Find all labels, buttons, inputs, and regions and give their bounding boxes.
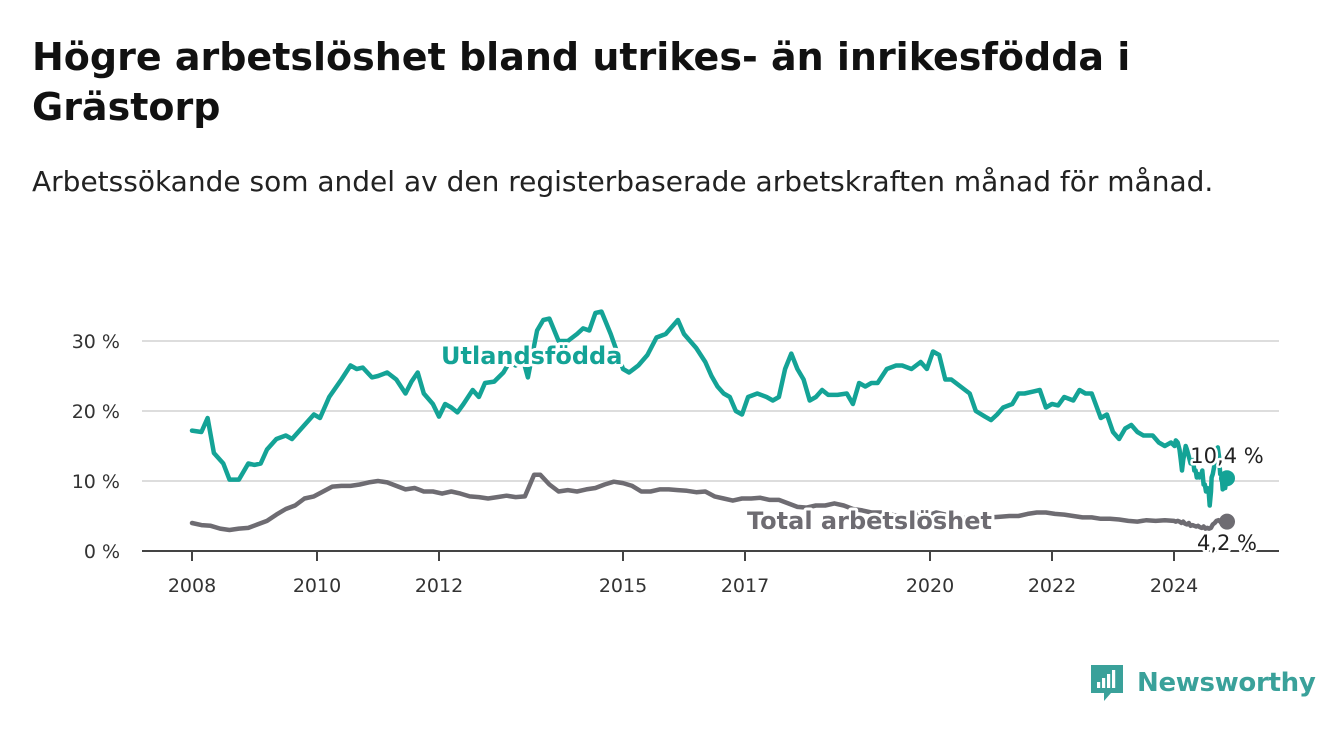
chart-title: Högre arbetslöshet bland utrikes- än inr… xyxy=(32,35,1131,129)
series-end-point xyxy=(1219,470,1235,487)
newsworthy-logo: Newsworthy xyxy=(1089,661,1316,705)
y-tick-label: 30 % xyxy=(72,331,120,353)
series-lines xyxy=(189,309,1235,533)
x-tick-label: 2012 xyxy=(415,575,463,597)
x-tick-label: 2024 xyxy=(1150,575,1198,597)
gridlines xyxy=(142,340,1279,482)
brand-name: Newsworthy xyxy=(1137,668,1316,698)
x-tick-label: 2010 xyxy=(293,575,341,597)
x-tick-label: 2020 xyxy=(906,575,954,597)
series-end-label: 4,2 % xyxy=(1197,531,1257,555)
series-line-total xyxy=(189,472,1230,533)
series-end-point xyxy=(1219,513,1235,530)
y-axis-ticks: 0 % 10 % 20 % 30 % xyxy=(72,331,120,563)
series-line-utlandsfodda xyxy=(189,309,1230,508)
x-axis: 2008 2010 2012 2015 2017 2020 2022 2024 xyxy=(142,550,1279,597)
x-tick-label: 2017 xyxy=(721,575,769,597)
x-tick-label: 2015 xyxy=(599,575,647,597)
chart-subtitle: Arbetssökande som andel av den registerb… xyxy=(32,165,1214,198)
y-tick-label: 20 % xyxy=(72,401,120,423)
bar-chart-logo-icon xyxy=(1091,665,1123,701)
series-name-label: Utlandsfödda xyxy=(441,342,622,370)
x-tick-label: 2008 xyxy=(168,575,216,597)
series-name-label: Total arbetslöshet xyxy=(747,507,992,535)
y-tick-label: 0 % xyxy=(84,541,120,563)
y-tick-label: 10 % xyxy=(72,471,120,493)
x-tick-label: 2022 xyxy=(1028,575,1076,597)
series-labels: Utlandsfödda Total arbetslöshet 10,4 % 4,2 … xyxy=(438,339,1266,558)
series-end-label: 10,4 % xyxy=(1190,444,1263,468)
